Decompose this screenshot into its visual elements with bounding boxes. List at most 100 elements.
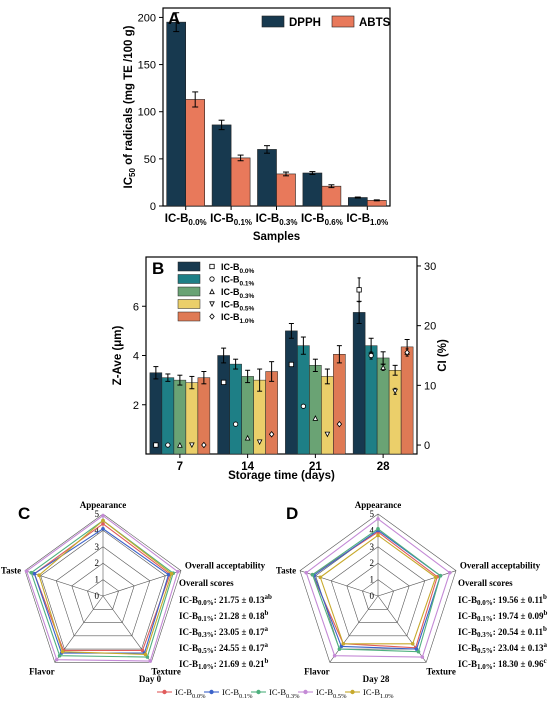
chart-d-series-point <box>414 647 419 651</box>
chart-b-y2tick-label: 20 <box>424 321 436 333</box>
chart-b-ci-marker <box>392 388 398 395</box>
chart-a-xtick-label: IC-B1.0% <box>346 213 388 227</box>
chart-c-axis-label: Taste <box>1 566 21 576</box>
chart-c-series-point <box>145 655 150 659</box>
chart-b-legend-label: IC-B1.0% <box>221 312 255 325</box>
chart-b-ci-marker <box>356 287 362 293</box>
chart-c-series-point <box>101 518 105 523</box>
chart-c-series-point <box>101 513 105 518</box>
chart-b-legend-marker <box>209 263 215 270</box>
chart-b-ci-marker <box>201 441 207 449</box>
chart-a-legend-swatch <box>331 15 355 28</box>
chart-b-bar <box>364 345 378 455</box>
chart-b-legend-marker <box>209 288 215 295</box>
chart-b-ylabel: Z-Ave (μm) <box>112 326 124 386</box>
chart-b-bar <box>352 312 366 455</box>
chart-c-grid-ring <box>71 562 135 623</box>
chart-c-rtick-label: 5 <box>95 509 100 519</box>
chart-b-ci-marker <box>189 442 195 449</box>
radar-legend-marker <box>256 689 261 695</box>
chart-b-xtick-label: 7 <box>177 461 183 473</box>
radar-legend-label: IC-B1.0% <box>363 687 394 700</box>
chart-b-ci-marker <box>165 442 171 448</box>
chart-d-series-point <box>420 655 425 659</box>
chart-c-series-point <box>101 522 105 526</box>
chart-c-rtick-label: 0 <box>95 591 100 601</box>
chart-a-xlabel: Samples <box>253 231 300 243</box>
radar-legend-marker <box>162 689 167 695</box>
chart-d-series-point <box>433 575 438 580</box>
chart-d-series-point <box>376 526 380 531</box>
chart-c-axis-label: Flavor <box>29 666 55 676</box>
chart-a-bar <box>276 173 296 207</box>
chart-a-legend-label: DPPH <box>289 17 321 29</box>
chart-a-ytick-label: 50 <box>144 154 156 166</box>
chart-a-bar <box>302 172 323 207</box>
chart-d-score-line: IC-B0.1%: 19.74 ± 0.09b <box>458 609 547 623</box>
chart-c-score-line: IC-B1.0%: 21.69 ± 0.21b <box>179 657 268 671</box>
chart-d-score-line: IC-B0.0%: 19.56 ± 0.11b <box>458 593 547 607</box>
chart-a-legend-label: ABTS <box>359 17 391 29</box>
chart-c-series-point <box>54 657 59 662</box>
chart-a-xtick-label: IC-B0.0% <box>165 213 207 227</box>
chart-a-xtick-label: IC-B0.1% <box>210 213 252 227</box>
chart-d-axis-label: Flavor <box>304 666 330 676</box>
chart-d-series-point <box>337 647 342 651</box>
chart-b-legend-swatch <box>177 261 201 272</box>
chart-d-series-point <box>438 573 443 578</box>
chart-a-bar <box>166 21 186 207</box>
chart-b-ytick-label: 2 <box>133 400 139 412</box>
chart-b-ci-marker <box>300 403 306 409</box>
radar-legend-label: IC-B0.5% <box>316 687 347 700</box>
chart-b-bar <box>297 345 310 455</box>
chart-d-scores-title: Overall scores <box>458 578 513 588</box>
chart-c-series-point <box>143 652 148 657</box>
radar-legend-label: IC-B0.3% <box>269 687 300 700</box>
chart-a-bar <box>257 149 277 207</box>
chart-c-rtick-label: 4 <box>95 525 100 535</box>
chart-b: 2 4 6 0 10 20 30 7 14 21 28 Z-Ave (μm) CI (%) Storage… <box>112 256 449 482</box>
chart-a-ytick-label: 100 <box>138 107 156 119</box>
chart-b-ci-marker <box>368 352 374 359</box>
chart-b-ci-marker <box>177 441 183 448</box>
chart-b-bar <box>241 376 254 455</box>
chart-b-bar <box>149 372 163 455</box>
chart-c-series-point <box>176 569 180 574</box>
chart-d-rtick-label: 5 <box>370 509 375 519</box>
chart-d-title: Day 28 <box>363 674 390 684</box>
chart-b-bar <box>229 363 242 455</box>
chart-c-scores-title: Overall scores <box>179 578 234 588</box>
chart-c-spoke <box>24 570 104 597</box>
chart-c-rtick-label: 2 <box>95 558 100 568</box>
chart-a-bar <box>321 185 342 207</box>
chart-d-grid-ring <box>346 562 410 623</box>
radar-legend-label: IC-B0.0% <box>175 687 206 700</box>
chart-d-series-line <box>311 528 442 653</box>
chart-c-grid-ring <box>55 546 151 637</box>
chart-b-legend-swatch <box>177 299 201 309</box>
chart-c-score-line: IC-B0.0%: 21.75 ± 0.13ab <box>179 593 272 607</box>
chart-c-series-point <box>101 526 105 531</box>
chart-b-panel-letter: B <box>152 259 164 278</box>
chart-b-xtick-label: 14 <box>241 461 254 473</box>
chart-d-series-point <box>376 517 380 521</box>
chart-c-grid-ring <box>24 513 182 663</box>
chart-d-axis-label: Taste <box>276 566 296 576</box>
chart-b-legend-marker <box>209 301 215 308</box>
chart-c-series-point <box>148 659 153 663</box>
chart-b-bar <box>333 354 346 455</box>
chart-b-legend-swatch <box>177 311 201 322</box>
chart-a-xtick-label: IC-B0.3% <box>256 213 298 227</box>
chart-a-bar <box>347 197 368 207</box>
chart-d-rtick-label: 1 <box>370 575 375 585</box>
radar-legend-marker <box>209 689 214 695</box>
chart-a-ytick-label: 200 <box>138 12 156 24</box>
chart-c-axis-label: Texture <box>151 666 181 676</box>
chart-d-grid-ring <box>330 546 426 637</box>
chart-d-series-point <box>410 641 415 646</box>
chart-d-series-point <box>416 649 421 654</box>
chart-b-y2tick-label: 30 <box>424 261 436 273</box>
chart-c-score-line: IC-B0.5%: 24.55 ± 0.17a <box>179 641 268 655</box>
